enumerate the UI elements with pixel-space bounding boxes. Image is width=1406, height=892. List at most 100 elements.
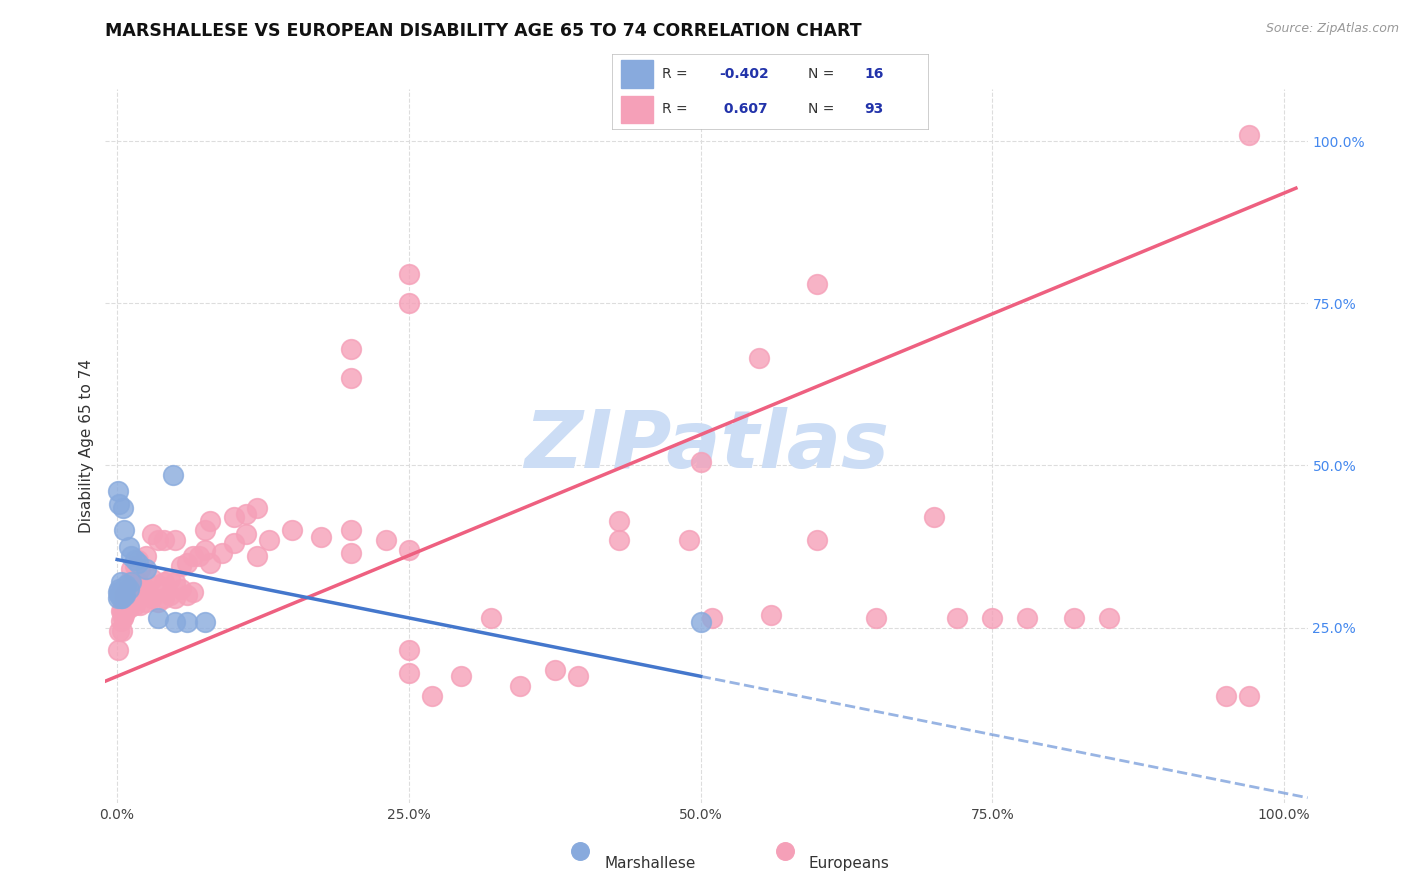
Point <box>124 598 146 612</box>
Point <box>110 604 132 618</box>
Point <box>567 827 589 841</box>
Point <box>398 643 420 657</box>
Point <box>111 611 134 625</box>
Point <box>112 588 135 602</box>
Point <box>398 267 420 281</box>
Point <box>159 588 181 602</box>
Point <box>120 582 142 596</box>
Point <box>165 591 187 606</box>
Point <box>339 546 361 560</box>
Point <box>129 562 152 576</box>
Point <box>946 611 969 625</box>
Point <box>146 595 169 609</box>
Point <box>567 669 589 683</box>
Point <box>124 582 146 596</box>
Point <box>678 533 700 547</box>
Point <box>111 624 134 638</box>
Point <box>114 588 136 602</box>
Point <box>165 615 187 630</box>
Point <box>110 591 132 606</box>
Point <box>981 611 1004 625</box>
Point <box>111 598 134 612</box>
Point <box>141 591 163 606</box>
Text: -0.402: -0.402 <box>720 67 769 81</box>
Point <box>281 524 304 538</box>
Point <box>146 533 169 547</box>
Point <box>111 585 134 599</box>
Point <box>420 689 443 703</box>
Point <box>607 514 630 528</box>
Point <box>176 615 198 630</box>
Text: N =: N = <box>808 67 838 81</box>
Point <box>187 549 209 564</box>
Point <box>120 549 142 564</box>
Point <box>311 530 333 544</box>
Bar <box>621 61 652 87</box>
Point <box>117 582 139 596</box>
Point <box>115 601 138 615</box>
Point <box>127 552 149 566</box>
Point <box>107 643 129 657</box>
Point <box>120 595 142 609</box>
Point <box>1237 128 1260 142</box>
Point <box>112 524 135 538</box>
Point <box>141 572 163 586</box>
Point <box>141 526 163 541</box>
Point <box>1215 689 1237 703</box>
Point <box>246 500 269 515</box>
Text: N =: N = <box>808 102 838 116</box>
Point <box>118 540 141 554</box>
Point <box>118 585 141 599</box>
Point <box>194 542 217 557</box>
Point <box>181 585 204 599</box>
Point <box>135 595 157 609</box>
Point <box>107 591 129 606</box>
Text: Source: ZipAtlas.com: Source: ZipAtlas.com <box>1265 22 1399 36</box>
Point <box>748 351 770 366</box>
Point <box>108 582 131 596</box>
Point <box>111 604 134 618</box>
Point <box>339 342 361 356</box>
Point <box>806 533 828 547</box>
Point <box>110 588 132 602</box>
Point <box>339 371 361 385</box>
Point <box>118 575 141 590</box>
Point <box>765 827 787 841</box>
Text: R =: R = <box>662 67 692 81</box>
Point <box>222 536 245 550</box>
Point <box>246 549 269 564</box>
Point <box>111 585 134 599</box>
Point <box>118 601 141 615</box>
Point <box>544 663 567 677</box>
Point <box>176 588 198 602</box>
Point <box>135 549 157 564</box>
Point <box>235 507 257 521</box>
Point <box>153 533 176 547</box>
Point <box>153 575 176 590</box>
Point <box>222 510 245 524</box>
Point <box>110 575 132 590</box>
Point <box>607 533 630 547</box>
Point <box>124 552 146 566</box>
Point <box>176 556 198 570</box>
Point <box>135 562 157 576</box>
Point <box>162 468 184 483</box>
Point <box>135 582 157 596</box>
Point <box>146 578 169 592</box>
Point <box>200 556 222 570</box>
Point <box>112 607 135 622</box>
Text: ZIPatlas: ZIPatlas <box>524 407 889 485</box>
Point <box>211 546 233 560</box>
Point <box>111 500 134 515</box>
Point <box>124 559 146 574</box>
Point <box>922 510 945 524</box>
Point <box>450 669 472 683</box>
Point <box>398 296 420 310</box>
Point <box>111 591 134 606</box>
Point <box>129 585 152 599</box>
Point <box>120 575 142 590</box>
Point <box>165 533 187 547</box>
Point <box>1017 611 1039 625</box>
Point <box>759 607 782 622</box>
Text: 0.607: 0.607 <box>720 102 768 116</box>
